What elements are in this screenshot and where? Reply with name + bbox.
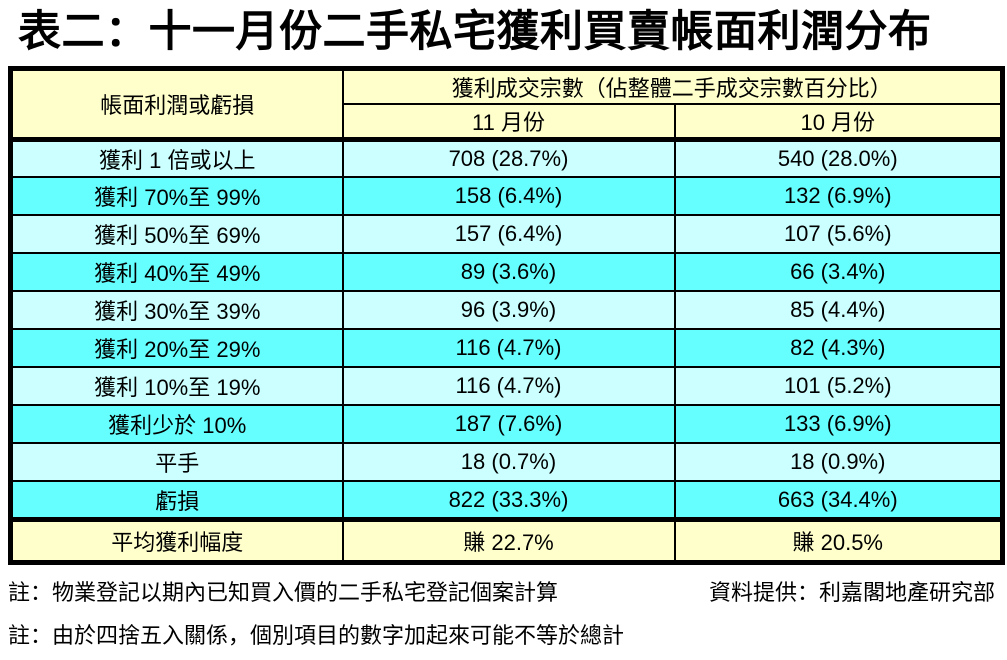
table-row-profit-70-99: 獲利 70%至 99% 158 (6.4%) 132 (6.9%) xyxy=(9,176,1004,217)
footnote-line-1: 註：物業登記以期內已知買入價的二手私宅登記個案計算 資料提供：利嘉閣地產研究部 xyxy=(8,575,995,607)
row-label: 獲利 20%至 29% xyxy=(9,328,344,369)
row-oct-value: 107 (5.6%) xyxy=(673,214,1004,255)
row-nov-value: 96 (3.9%) xyxy=(341,290,676,331)
row-nov-value: 187 (7.6%) xyxy=(341,404,676,445)
row-label: 獲利 70%至 99% xyxy=(9,176,344,217)
summary-nov-value: 賺 22.7% xyxy=(341,516,676,564)
row-oct-value: 540 (28.0%) xyxy=(673,136,1004,179)
table-row-profit-20-29: 獲利 20%至 29% 116 (4.7%) 82 (4.3%) xyxy=(9,328,1004,369)
table-row-profit-10-19: 獲利 10%至 19% 116 (4.7%) 101 (5.2%) xyxy=(9,366,1004,407)
header-profit-or-loss: 帳面利潤或虧損 xyxy=(9,67,344,141)
footnotes: 註：物業登記以期內已知買入價的二手私宅登記個案計算 資料提供：利嘉閣地產研究部 … xyxy=(8,575,995,650)
table-row-profit-100-plus: 獲利 1 倍或以上 708 (28.7%) 540 (28.0%) xyxy=(9,136,1004,179)
row-nov-value: 116 (4.7%) xyxy=(341,366,676,407)
row-oct-value: 18 (0.9%) xyxy=(673,442,1004,483)
data-source-credit: 資料提供：利嘉閣地產研究部 xyxy=(708,579,995,605)
profit-distribution-table: 帳面利潤或虧損 獲利成交宗數（佔整體二手成交宗數百分比） 11 月份 10 月份… xyxy=(8,65,1006,565)
row-label: 虧損 xyxy=(9,480,344,521)
row-nov-value: 158 (6.4%) xyxy=(341,176,676,217)
row-label: 平手 xyxy=(9,442,344,483)
row-oct-value: 85 (4.4%) xyxy=(673,290,1004,331)
table-row-loss: 虧損 822 (33.3%) 663 (34.4%) xyxy=(9,480,1004,521)
row-oct-value: 132 (6.9%) xyxy=(673,176,1004,217)
header-month-november: 11 月份 xyxy=(341,102,676,141)
row-label: 獲利 30%至 39% xyxy=(9,290,344,331)
table-row-profit-40-49: 獲利 40%至 49% 89 (3.6%) 66 (3.4%) xyxy=(9,252,1004,293)
header-deal-count-group: 獲利成交宗數（佔整體二手成交宗數百分比） xyxy=(341,67,1004,105)
header-row-group: 帳面利潤或虧損 獲利成交宗數（佔整體二手成交宗數百分比） xyxy=(9,67,1004,141)
row-nov-value: 18 (0.7%) xyxy=(341,442,676,483)
row-label: 獲利 50%至 69% xyxy=(9,214,344,255)
summary-label: 平均獲利幅度 xyxy=(9,516,344,564)
note-rounding: 註：由於四捨五入關係，個別項目的數字加起來可能不等於總計 xyxy=(8,622,625,648)
row-oct-value: 82 (4.3%) xyxy=(673,328,1004,369)
row-label: 獲利少於 10% xyxy=(9,404,344,445)
row-oct-value: 663 (34.4%) xyxy=(673,480,1004,521)
table-row-profit-under-10: 獲利少於 10% 187 (7.6%) 133 (6.9%) xyxy=(9,404,1004,445)
row-label: 獲利 40%至 49% xyxy=(9,252,344,293)
row-oct-value: 101 (5.2%) xyxy=(673,366,1004,407)
table-row-profit-30-39: 獲利 30%至 39% 96 (3.9%) 85 (4.4%) xyxy=(9,290,1004,331)
header-row-months: 11 月份 10 月份 xyxy=(11,102,1004,141)
row-nov-value: 89 (3.6%) xyxy=(341,252,676,293)
row-nov-value: 116 (4.7%) xyxy=(341,328,676,369)
row-nov-value: 708 (28.7%) xyxy=(341,136,676,179)
header-month-october: 10 月份 xyxy=(673,102,1004,141)
row-label: 獲利 1 倍或以上 xyxy=(9,136,344,179)
table-header: 帳面利潤或虧損 獲利成交宗數（佔整體二手成交宗數百分比） 11 月份 10 月份 xyxy=(9,67,1004,141)
table-row-breakeven: 平手 18 (0.7%) 18 (0.9%) xyxy=(9,442,1004,483)
row-nov-value: 157 (6.4%) xyxy=(341,214,676,255)
page-title: 表二：十一月份二手私宅獲利買賣帳面利潤分布 xyxy=(18,8,932,56)
row-label: 獲利 10%至 19% xyxy=(9,366,344,407)
table-row-average-profit: 平均獲利幅度 賺 22.7% 賺 20.5% xyxy=(9,516,1004,564)
row-oct-value: 66 (3.4%) xyxy=(673,252,1004,293)
row-nov-value: 822 (33.3%) xyxy=(341,480,676,521)
row-oct-value: 133 (6.9%) xyxy=(673,404,1004,445)
summary-oct-value: 賺 20.5% xyxy=(673,516,1004,564)
note-calculation-basis: 註：物業登記以期內已知買入價的二手私宅登記個案計算 xyxy=(8,579,559,605)
table-row-profit-50-69: 獲利 50%至 69% 157 (6.4%) 107 (5.6%) xyxy=(9,214,1004,255)
table-body: 獲利 1 倍或以上 708 (28.7%) 540 (28.0%) 獲利 70%… xyxy=(9,136,1004,564)
